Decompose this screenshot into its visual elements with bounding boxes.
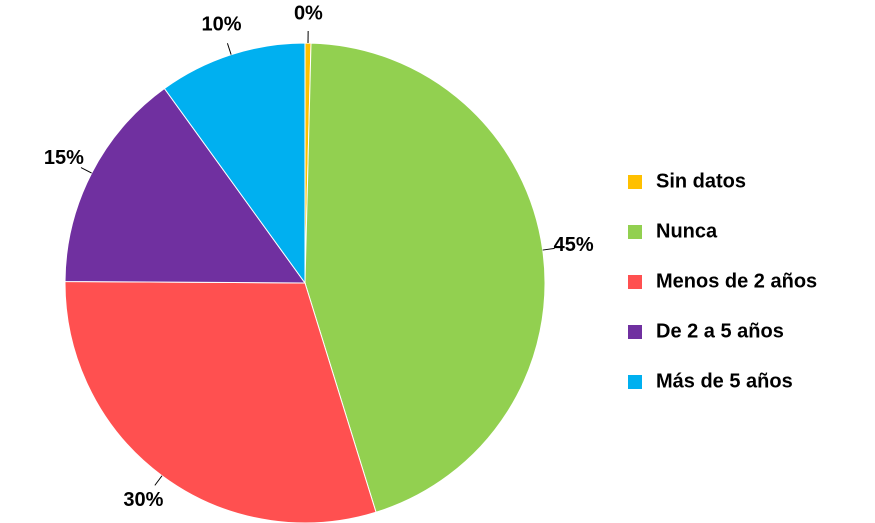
- legend-swatch: [628, 275, 642, 289]
- data-label: 0%: [294, 2, 323, 24]
- legend-swatch: [628, 325, 642, 339]
- legend-label: Nunca: [656, 220, 718, 242]
- data-label: 10%: [202, 13, 242, 35]
- legend-swatch: [628, 175, 642, 189]
- legend-swatch: [628, 375, 642, 389]
- leader-line: [154, 475, 163, 486]
- pie-slice: [304, 42, 546, 513]
- leader-line: [542, 247, 555, 251]
- leader-line: [226, 43, 232, 55]
- legend-swatch: [628, 225, 642, 239]
- legend-label: Sin datos: [656, 170, 746, 192]
- legend-label: Menos de 2 años: [656, 270, 817, 292]
- data-label: 45%: [554, 234, 594, 256]
- data-label: 15%: [44, 147, 84, 169]
- legend-label: De 2 a 5 años: [656, 320, 784, 342]
- leader-line: [80, 167, 92, 174]
- legend-label: Más de 5 años: [656, 370, 793, 392]
- pie-slice: [64, 280, 377, 523]
- data-label: 30%: [123, 489, 163, 511]
